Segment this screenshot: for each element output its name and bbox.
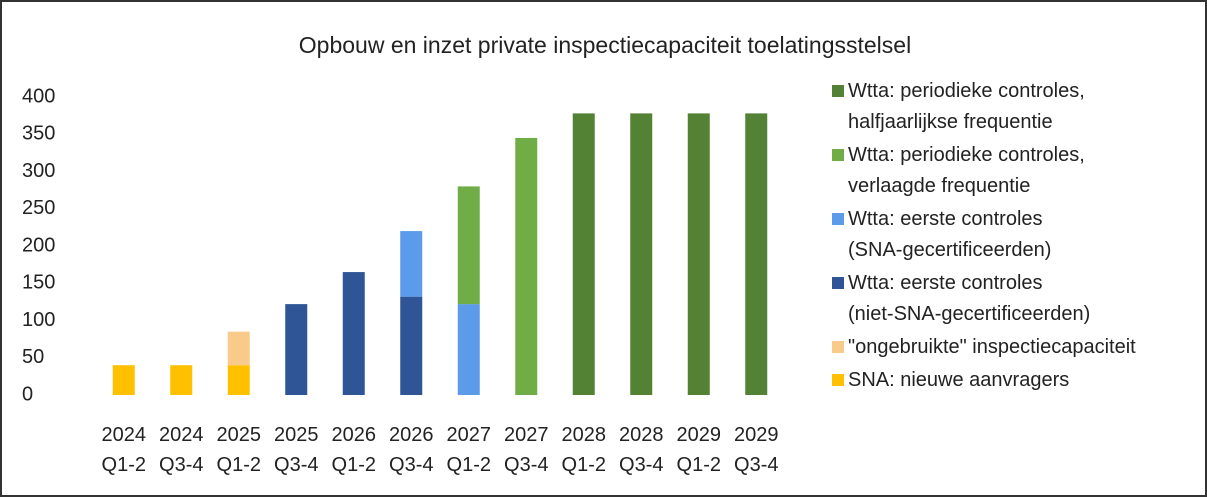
y-tick-label: 0 — [22, 383, 33, 405]
bar-segment — [745, 113, 768, 395]
bar-segment — [400, 296, 423, 395]
bar-segment — [112, 365, 135, 395]
x-tick-label: 2029 Q1-2 — [677, 424, 722, 476]
bar-segment — [170, 365, 193, 395]
x-tick-label: 2026 Q3-4 — [389, 424, 434, 476]
y-tick-label: 150 — [22, 272, 55, 294]
legend-marker — [832, 341, 844, 353]
x-tick-label: 2027 Q1-2 — [447, 424, 492, 476]
chart-title: Opbouw en inzet private inspectiecapacit… — [299, 32, 911, 58]
legend-label: Wtta: periodieke controles, halfjaarlijks… — [848, 80, 1085, 133]
legend-label: "ongebruikte" inspectiecapaciteit — [848, 336, 1136, 358]
legend-label: Wtta: periodieke controles, verlaagde fre… — [848, 144, 1085, 197]
y-tick-label: 350 — [22, 123, 55, 145]
y-tick-label: 200 — [22, 234, 55, 256]
legend-label: Wtta: eerste controles (SNA-gecertificeer… — [848, 208, 1051, 261]
bar-segment — [400, 231, 423, 297]
x-tick-label: 2028 Q3-4 — [619, 424, 664, 476]
legend-marker — [832, 374, 844, 386]
bar-segment — [285, 304, 308, 395]
x-tick-label: 2025 Q3-4 — [274, 424, 319, 476]
bar-segment — [630, 113, 653, 395]
legend-marker — [832, 85, 844, 97]
bar-segment — [515, 137, 538, 395]
bar-segment — [572, 113, 595, 395]
bar-segment — [227, 331, 250, 366]
x-tick-label: 2024 Q3-4 — [159, 424, 204, 476]
x-tick-label: 2027 Q3-4 — [504, 424, 549, 476]
bar-segment — [457, 186, 480, 305]
x-tick-label: 2029 Q3-4 — [734, 424, 779, 476]
x-tick-label: 2024 Q1-2 — [102, 424, 147, 476]
y-tick-label: 250 — [22, 197, 55, 219]
bar-segment — [342, 272, 365, 395]
legend-marker — [832, 277, 844, 289]
y-tick-label: 300 — [22, 160, 55, 182]
bar-segment — [457, 304, 480, 395]
x-tick-label: 2028 Q1-2 — [562, 424, 607, 476]
bar-segment — [687, 113, 710, 395]
legend-marker — [832, 213, 844, 225]
x-tick-label: 2026 Q1-2 — [332, 424, 377, 476]
y-tick-label: 50 — [22, 346, 44, 368]
x-tick-label: 2025 Q1-2 — [217, 424, 262, 476]
y-tick-label: 100 — [22, 309, 55, 331]
bar-segment — [227, 365, 250, 395]
y-tick-label: 400 — [22, 85, 55, 107]
legend-label: Wtta: eerste controles (niet-SNA-gecertif… — [848, 272, 1090, 325]
legend-label: SNA: nieuwe aanvragers — [848, 369, 1069, 391]
legend-marker — [832, 149, 844, 161]
